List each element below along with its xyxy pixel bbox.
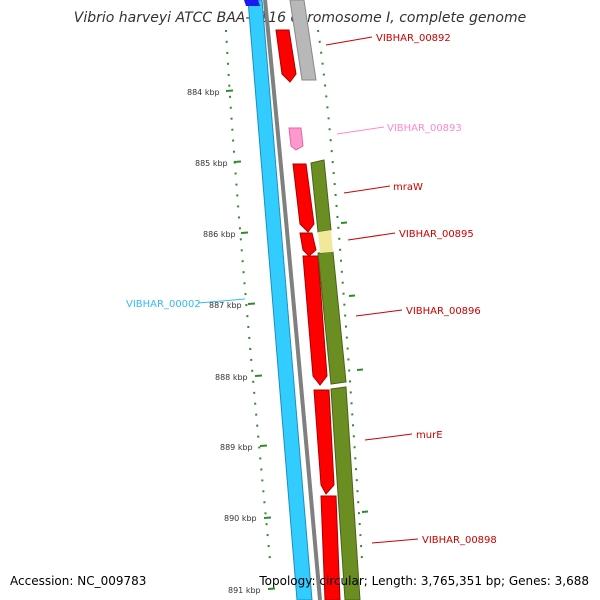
label-vibhar-00002[interactable]: VIBHAR_00002 [126, 299, 201, 310]
label-vibhar-00895[interactable]: VIBHAR_00895 [399, 229, 474, 240]
callout-lines [197, 36, 419, 544]
rna-track [247, 0, 313, 600]
cds-feature-00896[interactable] [302, 255, 328, 386]
cds-feature-00898[interactable] [320, 495, 341, 600]
summary-text: Topology: circular; Length: 3,765,351 bp… [259, 574, 589, 588]
rna-track-top [244, 0, 260, 6]
label-vibhar-00898[interactable]: VIBHAR_00898 [422, 535, 497, 546]
tick-mark [240, 231, 249, 234]
tick-mark [259, 444, 268, 447]
label-vibhar-00892[interactable]: VIBHAR_00892 [376, 33, 451, 44]
ruler-ticks [225, 89, 369, 590]
ruler-label: 891 kbp [228, 586, 261, 595]
gene-feature-gray[interactable] [289, 0, 317, 81]
ruler-label: 886 kbp [203, 230, 236, 239]
tick-mark [254, 374, 263, 377]
ruler-labels: 884 kbp 885 kbp 886 kbp 887 kbp 888 kbp … [187, 88, 261, 595]
accession-text: Accession: NC_009783 [10, 574, 147, 588]
ruler-label: 888 kbp [215, 373, 248, 382]
ruler-label: 889 kbp [220, 443, 253, 452]
cds-feature-murE[interactable] [313, 389, 335, 495]
label-vibhar-00893[interactable]: VIBHAR_00893 [387, 123, 462, 134]
gene-track [310, 159, 361, 600]
tick-mark [225, 89, 234, 92]
ruler-label: 890 kbp [224, 514, 257, 523]
outer-tick-mark [356, 368, 364, 371]
outer-tick-mark [348, 294, 356, 297]
label-vibhar-00896[interactable]: VIBHAR_00896 [406, 306, 481, 317]
cds-features [275, 29, 341, 600]
outer-tick-mark [361, 510, 369, 513]
feature-labels: VIBHAR_00892 VIBHAR_00893 mraW VIBHAR_00… [126, 33, 497, 546]
ruler-label: 885 kbp [195, 159, 228, 168]
label-mure[interactable]: murE [416, 430, 443, 441]
tick-mark [267, 587, 276, 590]
gene-feature-pink[interactable] [288, 127, 304, 151]
tick-mark [263, 516, 272, 519]
label-mraw[interactable]: mraW [393, 182, 423, 193]
cds-feature-00892[interactable] [275, 29, 297, 83]
tick-mark [247, 302, 256, 305]
cds-feature-mraW[interactable] [292, 163, 315, 233]
cds-feature-00895[interactable] [299, 232, 317, 257]
outer-tick-mark [340, 221, 348, 224]
ruler-label: 887 kbp [209, 301, 242, 310]
backbone-line [263, 0, 322, 600]
ruler-label: 884 kbp [187, 88, 220, 97]
tick-mark [233, 160, 242, 163]
gene-highlight [318, 230, 333, 253]
outer-dotted-track [225, 29, 363, 561]
